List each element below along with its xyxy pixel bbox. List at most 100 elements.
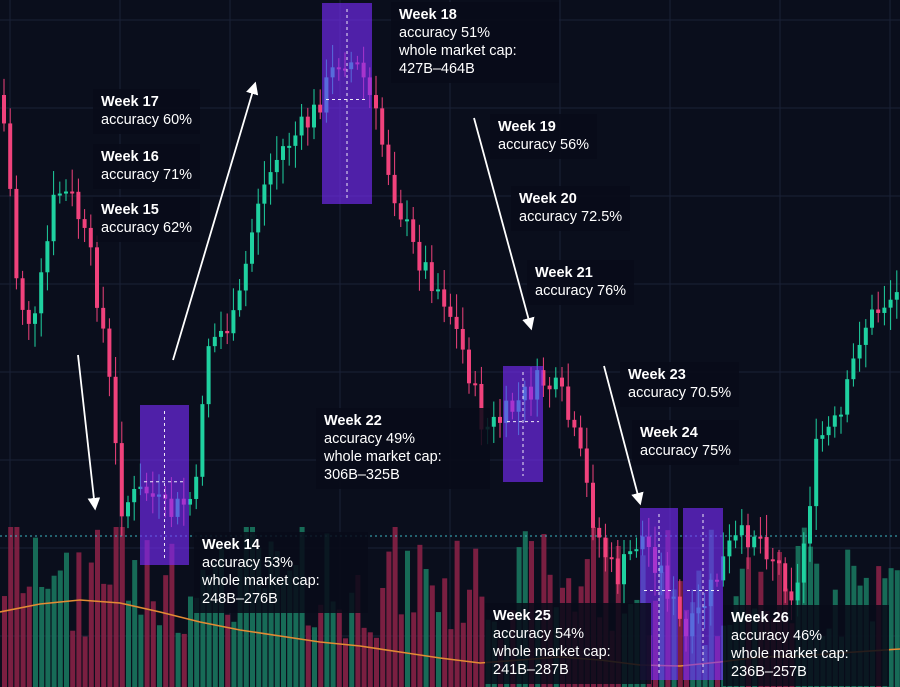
candle-body bbox=[95, 247, 99, 308]
highlight-week-18 bbox=[322, 3, 372, 204]
candle-body bbox=[783, 563, 788, 592]
volume-bar bbox=[51, 575, 57, 687]
volume-bar bbox=[20, 593, 26, 687]
volume-bar bbox=[423, 569, 429, 687]
volume-bar bbox=[392, 527, 398, 687]
arrow-down-week-23-24 bbox=[603, 365, 644, 506]
candle-body bbox=[801, 543, 806, 583]
volume-bar bbox=[219, 547, 224, 687]
week-highlights bbox=[140, 3, 723, 680]
arrow-down-week-15 bbox=[77, 354, 101, 511]
candle-body bbox=[442, 289, 447, 307]
candle-body bbox=[305, 116, 310, 128]
candle-body bbox=[876, 309, 881, 313]
candle-body bbox=[479, 383, 484, 430]
volume-bar bbox=[26, 586, 32, 687]
market-cap-value: 248B–276B bbox=[202, 591, 278, 607]
week-label: Week 26 bbox=[731, 610, 789, 626]
volume-bar bbox=[330, 601, 336, 687]
candle-body bbox=[380, 108, 385, 145]
volume-bar bbox=[95, 529, 100, 687]
week-label: Week 21 bbox=[535, 265, 593, 281]
candle-body bbox=[541, 370, 546, 386]
candle-body bbox=[250, 232, 254, 264]
candle-body bbox=[832, 415, 837, 427]
volume-bar bbox=[194, 597, 200, 687]
volume-bar bbox=[312, 627, 317, 687]
volume-bar bbox=[225, 614, 231, 687]
volume-bar bbox=[274, 551, 280, 687]
candle-body bbox=[212, 336, 217, 347]
accuracy-label: accuracy 60% bbox=[101, 112, 193, 128]
volume-bar bbox=[888, 568, 894, 687]
volume-bar bbox=[454, 540, 460, 687]
annotation-week-14: Week 14 accuracy 53% whole market cap: 2… bbox=[194, 532, 368, 613]
candle-body bbox=[88, 227, 93, 248]
volume-bar bbox=[45, 588, 51, 687]
volume-bar bbox=[188, 596, 193, 687]
candle-body bbox=[392, 174, 397, 204]
candle-body bbox=[622, 554, 626, 585]
volume-bar bbox=[14, 527, 20, 687]
annotation-week-23: Week 23 accuracy 70.5% bbox=[620, 362, 740, 407]
week-label: Week 23 bbox=[628, 367, 686, 383]
candle-body bbox=[274, 159, 279, 173]
candle-body bbox=[789, 591, 794, 601]
volume-bar bbox=[237, 567, 243, 687]
market-cap-label: whole market cap: bbox=[202, 573, 320, 589]
week-label: Week 22 bbox=[324, 413, 382, 429]
candle-body bbox=[467, 349, 471, 384]
candle-body bbox=[764, 537, 769, 560]
volume-bar bbox=[293, 565, 299, 687]
candle-body bbox=[460, 328, 465, 350]
candle-body bbox=[615, 558, 620, 585]
annotation-week-22: Week 22 accuracy 49% whole market cap: 3… bbox=[316, 408, 490, 489]
candle-body bbox=[287, 145, 292, 148]
volume-bar bbox=[144, 540, 150, 687]
candle-body bbox=[2, 95, 6, 124]
annotation-week-20: Week 20 accuracy 72.5% bbox=[511, 186, 631, 231]
volume-bar bbox=[894, 570, 900, 687]
candle-body bbox=[808, 506, 812, 544]
candle-body bbox=[870, 309, 874, 328]
volume-bar bbox=[355, 575, 361, 687]
candle-body bbox=[454, 316, 459, 329]
accuracy-label: accuracy 76% bbox=[535, 283, 627, 299]
candle-body bbox=[609, 557, 614, 560]
candle-body bbox=[57, 193, 62, 196]
candle-body bbox=[597, 527, 602, 538]
volume-bar bbox=[380, 587, 386, 687]
accuracy-label: accuracy 53% bbox=[202, 555, 294, 571]
annotation-week-19: Week 19 accuracy 56% bbox=[490, 114, 598, 159]
candle-body bbox=[243, 263, 248, 291]
candle-body bbox=[591, 482, 595, 528]
volume-bar bbox=[181, 633, 187, 687]
candle-body bbox=[194, 476, 199, 499]
accuracy-label: accuracy 49% bbox=[324, 431, 416, 447]
candle-body bbox=[107, 328, 112, 377]
candle-body bbox=[560, 377, 564, 387]
volume-bar bbox=[349, 592, 355, 687]
annotation-week-24: Week 24 accuracy 75% bbox=[632, 420, 740, 465]
candle-body bbox=[405, 219, 409, 222]
annotation-week-17: Week 17 accuracy 60% bbox=[93, 89, 201, 134]
candle-body bbox=[752, 536, 757, 548]
candle-body bbox=[578, 427, 583, 449]
volume-bar bbox=[287, 570, 293, 687]
candle-body bbox=[132, 488, 137, 503]
market-cap-value: 241B–287B bbox=[493, 662, 569, 678]
volume-bar bbox=[448, 629, 454, 687]
trend-arrows bbox=[77, 81, 644, 511]
accuracy-label: accuracy 62% bbox=[101, 220, 193, 236]
market-cap-value: 306B–325B bbox=[324, 467, 400, 483]
volume-bar bbox=[82, 636, 88, 687]
candle-body bbox=[113, 376, 118, 444]
candle-body bbox=[851, 358, 856, 380]
candle-body bbox=[814, 438, 819, 507]
candle-body bbox=[219, 330, 223, 337]
week-label: Week 14 bbox=[202, 537, 260, 553]
candle-body bbox=[188, 498, 192, 505]
volume-bar bbox=[76, 552, 82, 687]
volume-bar bbox=[150, 601, 156, 687]
candle-body bbox=[256, 203, 261, 233]
